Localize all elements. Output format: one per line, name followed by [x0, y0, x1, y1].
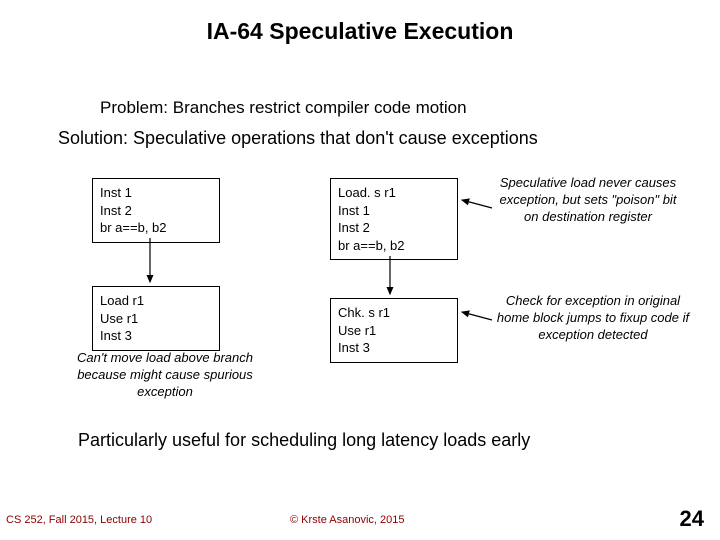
arrow-down-left: [0, 0, 720, 540]
